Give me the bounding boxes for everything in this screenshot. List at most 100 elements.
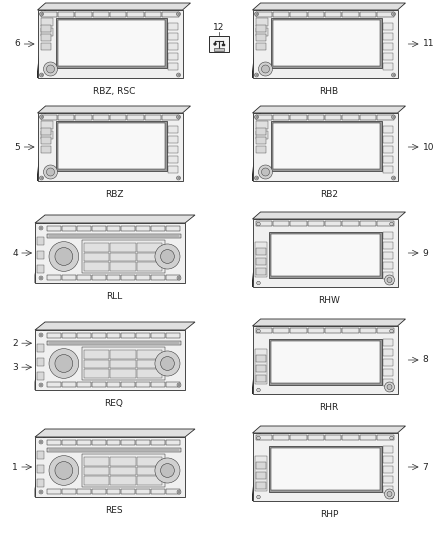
Bar <box>167 23 177 30</box>
Circle shape <box>43 62 57 76</box>
Bar <box>382 252 392 259</box>
Bar <box>255 121 268 129</box>
Bar <box>382 232 392 239</box>
Bar <box>37 372 44 380</box>
Bar <box>137 243 162 252</box>
Bar <box>145 115 161 120</box>
Bar <box>290 12 307 17</box>
Bar <box>62 440 76 445</box>
Bar <box>145 12 161 17</box>
Bar <box>273 435 289 440</box>
Bar <box>255 137 265 144</box>
Bar <box>106 382 120 387</box>
Circle shape <box>39 383 43 387</box>
Bar <box>62 382 76 387</box>
Bar <box>106 489 120 494</box>
Bar <box>360 221 376 226</box>
Bar <box>47 448 181 452</box>
Bar <box>268 446 381 492</box>
Circle shape <box>385 489 395 499</box>
Circle shape <box>387 384 392 390</box>
Bar <box>37 479 44 487</box>
Circle shape <box>385 382 395 392</box>
Bar <box>40 18 53 26</box>
Bar <box>255 472 265 479</box>
Text: RHB: RHB <box>319 87 339 96</box>
Polygon shape <box>252 3 261 78</box>
Bar <box>47 382 61 387</box>
Polygon shape <box>252 319 406 326</box>
Text: RLL: RLL <box>106 292 122 301</box>
Circle shape <box>43 165 57 179</box>
Circle shape <box>257 495 260 499</box>
Bar <box>382 486 392 493</box>
Bar <box>110 457 136 466</box>
Circle shape <box>39 333 43 337</box>
Bar <box>56 121 166 171</box>
Bar <box>110 243 136 252</box>
Bar <box>382 262 392 269</box>
Bar <box>255 43 265 50</box>
Text: 4: 4 <box>12 248 18 257</box>
Bar <box>92 440 106 445</box>
Bar <box>382 136 392 143</box>
Bar <box>325 328 341 333</box>
Circle shape <box>49 456 79 486</box>
Bar <box>40 28 53 36</box>
Bar <box>255 34 265 41</box>
Bar <box>290 435 307 440</box>
Bar <box>62 489 76 494</box>
Bar <box>136 489 150 494</box>
Bar <box>84 350 109 359</box>
Bar <box>382 466 392 473</box>
Bar <box>136 382 150 387</box>
Bar <box>37 465 44 473</box>
Bar <box>84 467 109 475</box>
Text: RB2: RB2 <box>320 190 338 199</box>
Bar <box>77 440 91 445</box>
Circle shape <box>254 115 258 119</box>
Bar <box>255 355 265 362</box>
Polygon shape <box>35 322 195 330</box>
Text: RBZ: RBZ <box>105 190 123 199</box>
Circle shape <box>254 12 258 16</box>
Bar <box>84 360 109 368</box>
Circle shape <box>49 349 79 378</box>
Text: 12: 12 <box>213 23 225 32</box>
Bar <box>110 369 136 378</box>
Circle shape <box>254 73 258 77</box>
Polygon shape <box>35 429 195 437</box>
Bar <box>84 457 109 466</box>
Polygon shape <box>38 106 191 113</box>
Bar <box>307 328 324 333</box>
Polygon shape <box>252 319 261 394</box>
Circle shape <box>155 351 180 376</box>
Bar <box>254 242 266 277</box>
Bar <box>162 12 179 17</box>
Bar <box>271 18 381 68</box>
Bar <box>151 382 165 387</box>
Circle shape <box>177 276 181 280</box>
Bar <box>62 275 76 280</box>
Bar <box>343 115 359 120</box>
Bar <box>252 326 398 394</box>
Circle shape <box>385 275 395 285</box>
Text: 9: 9 <box>423 248 428 257</box>
Bar <box>110 477 136 485</box>
Bar <box>382 146 392 153</box>
Text: RHR: RHR <box>319 403 339 412</box>
Bar <box>273 115 289 120</box>
Bar <box>209 36 229 52</box>
Bar <box>151 333 165 338</box>
Bar <box>382 379 392 386</box>
Bar <box>360 12 376 17</box>
Bar <box>255 375 265 382</box>
Bar <box>255 115 272 120</box>
Bar <box>382 126 392 133</box>
Bar <box>255 482 265 489</box>
Bar <box>377 12 393 17</box>
Bar <box>255 258 265 265</box>
Polygon shape <box>35 429 45 497</box>
Bar <box>271 121 381 171</box>
Bar <box>255 131 268 139</box>
